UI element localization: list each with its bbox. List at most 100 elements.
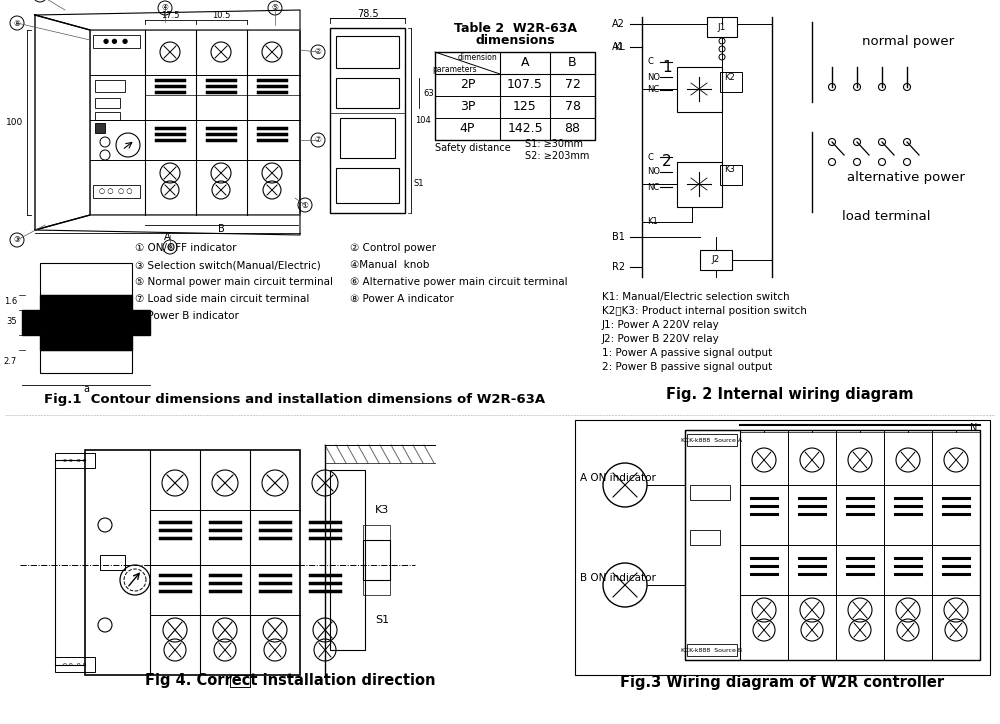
Text: K1: Manual/Electric selection switch: K1: Manual/Electric selection switch: [602, 292, 790, 302]
Text: ⑨: ⑨: [167, 243, 173, 251]
Bar: [336, 36, 399, 68]
Bar: [690, 530, 720, 545]
Bar: [330, 28, 405, 213]
Text: ① ON/OFF indicator: ① ON/OFF indicator: [135, 243, 237, 253]
Bar: [336, 78, 399, 108]
Bar: [90, 30, 300, 215]
Bar: [95, 112, 120, 120]
Text: A: A: [164, 232, 171, 242]
Text: R2: R2: [612, 262, 625, 272]
Text: NO: NO: [647, 167, 660, 177]
Text: ○ ○  ○ ○: ○ ○ ○ ○: [99, 188, 133, 194]
Text: J1: Power A 220V relay: J1: Power A 220V relay: [602, 320, 720, 330]
Text: Fig.3 Wiring diagram of W2R controller: Fig.3 Wiring diagram of W2R controller: [620, 675, 944, 691]
Polygon shape: [35, 15, 90, 230]
Text: alternative power: alternative power: [847, 170, 965, 183]
Text: ⑨ Power B indicator: ⑨ Power B indicator: [135, 311, 239, 321]
Text: 107.5: 107.5: [507, 78, 543, 91]
Text: ② Control power: ② Control power: [350, 243, 436, 253]
Text: KCK-k888  Source B: KCK-k888 Source B: [681, 647, 743, 652]
Text: A: A: [521, 56, 529, 70]
Text: ②: ②: [315, 48, 321, 56]
Bar: [95, 123, 105, 133]
Bar: [677, 162, 722, 207]
Text: normal power: normal power: [862, 35, 954, 49]
Bar: [677, 67, 722, 112]
Text: 2P: 2P: [460, 78, 475, 91]
Text: ⑧: ⑧: [14, 19, 20, 28]
Bar: [85, 450, 300, 675]
Bar: [55, 453, 95, 468]
Text: K3: K3: [724, 166, 735, 174]
Bar: [690, 485, 730, 500]
Text: 35: 35: [6, 318, 17, 327]
Text: 72: 72: [565, 78, 580, 91]
Bar: [720, 165, 742, 185]
Text: ⑧ Power A indicator: ⑧ Power A indicator: [350, 294, 454, 304]
Polygon shape: [22, 295, 150, 350]
Text: o o  o o: o o o o: [63, 662, 87, 667]
Bar: [55, 657, 95, 672]
Text: C: C: [647, 57, 653, 67]
Text: 142.5: 142.5: [507, 122, 543, 135]
Bar: [687, 644, 737, 656]
Bar: [95, 98, 120, 108]
Text: KL: KL: [614, 43, 625, 51]
Text: 10.5: 10.5: [212, 12, 231, 20]
Text: dimensions: dimensions: [475, 33, 555, 46]
Text: NC: NC: [647, 85, 659, 95]
Text: J1: J1: [718, 22, 726, 32]
Bar: [363, 540, 390, 580]
Text: ⑥ Alternative power main circuit terminal: ⑥ Alternative power main circuit termina…: [350, 277, 568, 287]
Bar: [685, 430, 980, 660]
Text: 2: Power B passive signal output: 2: Power B passive signal output: [602, 362, 772, 372]
Text: Fig.1  Contour dimensions and installation dimensions of W2R-63A: Fig.1 Contour dimensions and installatio…: [44, 394, 546, 406]
Text: ⑤: ⑤: [272, 4, 278, 12]
Text: K2: K2: [724, 72, 735, 82]
Text: S1: S1: [413, 179, 424, 188]
Bar: [700, 250, 732, 270]
Bar: [720, 72, 742, 92]
Text: N: N: [970, 423, 977, 433]
Text: 100: 100: [6, 118, 23, 127]
Text: J2: Power B 220V relay: J2: Power B 220V relay: [602, 334, 720, 344]
Bar: [93, 185, 140, 198]
Bar: [575, 420, 990, 675]
Text: ⑦ Load side main circuit terminal: ⑦ Load side main circuit terminal: [135, 294, 309, 304]
Text: 63: 63: [423, 88, 434, 98]
Text: A1: A1: [612, 42, 625, 52]
Text: K2、K3: Product internal position switch: K2、K3: Product internal position switch: [602, 306, 807, 316]
Bar: [95, 80, 125, 92]
Text: K1: K1: [647, 217, 658, 227]
Text: A ON indicator: A ON indicator: [580, 473, 656, 483]
Bar: [687, 434, 737, 446]
Text: ⑦: ⑦: [315, 135, 321, 145]
Bar: [40, 263, 132, 295]
Text: 1.6: 1.6: [4, 298, 17, 306]
Text: B1: B1: [612, 232, 625, 242]
Text: S1: ≥30mm: S1: ≥30mm: [525, 139, 583, 149]
Bar: [330, 470, 365, 650]
Text: B: B: [218, 224, 225, 234]
Text: 104: 104: [415, 116, 431, 125]
Bar: [100, 555, 125, 570]
Text: B ON indicator: B ON indicator: [580, 573, 656, 583]
Text: NO: NO: [647, 72, 660, 82]
Bar: [707, 17, 737, 37]
Bar: [93, 35, 140, 48]
Text: S1: S1: [375, 615, 389, 625]
Text: Table 2  W2R-63A: Table 2 W2R-63A: [454, 22, 576, 35]
Text: dimension: dimension: [457, 53, 497, 62]
Text: ④: ④: [162, 4, 168, 12]
Text: ①: ①: [302, 201, 308, 209]
Text: ④Manual  knob: ④Manual knob: [350, 260, 429, 270]
Text: 78.5: 78.5: [357, 9, 378, 19]
Text: J2: J2: [712, 256, 720, 264]
Text: o o  o o: o o o o: [63, 458, 87, 463]
Text: ③ Selection switch(Manual/Electric): ③ Selection switch(Manual/Electric): [135, 260, 321, 270]
Text: B: B: [568, 56, 577, 70]
Text: 88: 88: [564, 122, 580, 135]
Text: KCK-k888  Source A: KCK-k888 Source A: [681, 437, 743, 442]
Bar: [685, 430, 740, 660]
Text: 3P: 3P: [460, 101, 475, 114]
